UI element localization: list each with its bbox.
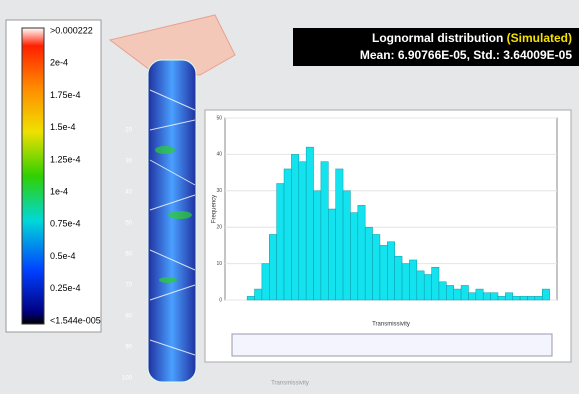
depth-label: 20 xyxy=(125,128,132,134)
bar xyxy=(491,293,498,300)
bar xyxy=(277,184,284,300)
depth-label: 50 xyxy=(125,221,132,227)
scene: >0.000222 2e-4 1.75e-4 1.5e-4 1.25e-4 1e-4 0.7… xyxy=(0,0,579,389)
page: {"legend": {"labels": [">0.000222", "2e-… xyxy=(0,0,579,389)
bar xyxy=(409,260,416,300)
bar xyxy=(321,162,328,300)
bar xyxy=(269,234,276,300)
bar xyxy=(432,267,439,300)
y-tick-label: 10 xyxy=(216,261,222,267)
bar xyxy=(387,242,394,300)
depth-label: 80 xyxy=(125,314,132,320)
legend-label: 2e-4 xyxy=(50,58,68,68)
legend-label: 0.5e-4 xyxy=(50,251,76,261)
bar xyxy=(336,169,343,300)
bar xyxy=(291,154,298,300)
bar xyxy=(299,162,306,300)
legend-label: 0.75e-4 xyxy=(50,219,81,229)
y-tick-label: 0 xyxy=(219,297,222,303)
legend-label: 1.5e-4 xyxy=(50,122,76,132)
bar xyxy=(476,289,483,300)
bar xyxy=(343,191,350,300)
x-axis-label: Transmissivity xyxy=(372,322,410,328)
bar xyxy=(535,296,542,300)
depth-label: 30 xyxy=(125,159,132,165)
banner-title: Lognormal distribution (Simulated) xyxy=(372,31,572,45)
depth-label: 40 xyxy=(125,190,132,196)
depth-label: 70 xyxy=(125,283,132,289)
bar xyxy=(365,227,372,300)
bar xyxy=(328,209,335,300)
bar xyxy=(468,293,475,300)
legend-label: 0.25e-4 xyxy=(50,283,81,293)
bar xyxy=(380,245,387,300)
legend-label: 1.75e-4 xyxy=(50,90,81,100)
bar xyxy=(247,296,254,300)
bar xyxy=(373,234,380,300)
y-tick-label: 20 xyxy=(216,225,222,231)
depth-labels: 20 30 40 50 60 70 80 90 100 xyxy=(122,128,133,382)
bar xyxy=(527,296,534,300)
banner-stats: Mean: 6.90766E-05, Std.: 3.64009E-05 xyxy=(360,48,572,62)
bar xyxy=(439,282,446,300)
fit-legend xyxy=(232,334,552,356)
bar xyxy=(483,293,490,300)
y-axis-label: Frequency xyxy=(212,195,218,223)
bar xyxy=(424,275,431,300)
bar xyxy=(350,213,357,300)
depth-label: 90 xyxy=(125,345,132,351)
y-tick-label: 50 xyxy=(216,115,222,121)
bar xyxy=(255,289,262,300)
depth-label: 100 xyxy=(122,376,133,382)
bar xyxy=(505,293,512,300)
bar xyxy=(314,191,321,300)
bar xyxy=(513,296,520,300)
bar xyxy=(461,285,468,300)
depth-label: 60 xyxy=(125,252,132,258)
footer: Transmissivity xyxy=(271,381,309,387)
bar xyxy=(262,264,269,300)
bar xyxy=(306,147,313,300)
bar xyxy=(402,264,409,300)
bar xyxy=(358,205,365,300)
legend-label: 1e-4 xyxy=(50,186,68,196)
legend-label: 1.25e-4 xyxy=(50,154,81,164)
bar xyxy=(284,169,291,300)
bar xyxy=(417,271,424,300)
bar xyxy=(498,296,505,300)
bar xyxy=(454,289,461,300)
bar xyxy=(395,256,402,300)
legend-label: <1.544e-005 xyxy=(50,315,101,325)
color-bar xyxy=(22,28,44,324)
bar xyxy=(542,289,549,300)
wellbore xyxy=(148,60,196,382)
legend-label: >0.000222 xyxy=(50,25,93,35)
bar xyxy=(446,285,453,300)
bar xyxy=(520,296,527,300)
y-tick-label: 30 xyxy=(216,188,222,194)
y-tick-label: 40 xyxy=(216,152,222,158)
